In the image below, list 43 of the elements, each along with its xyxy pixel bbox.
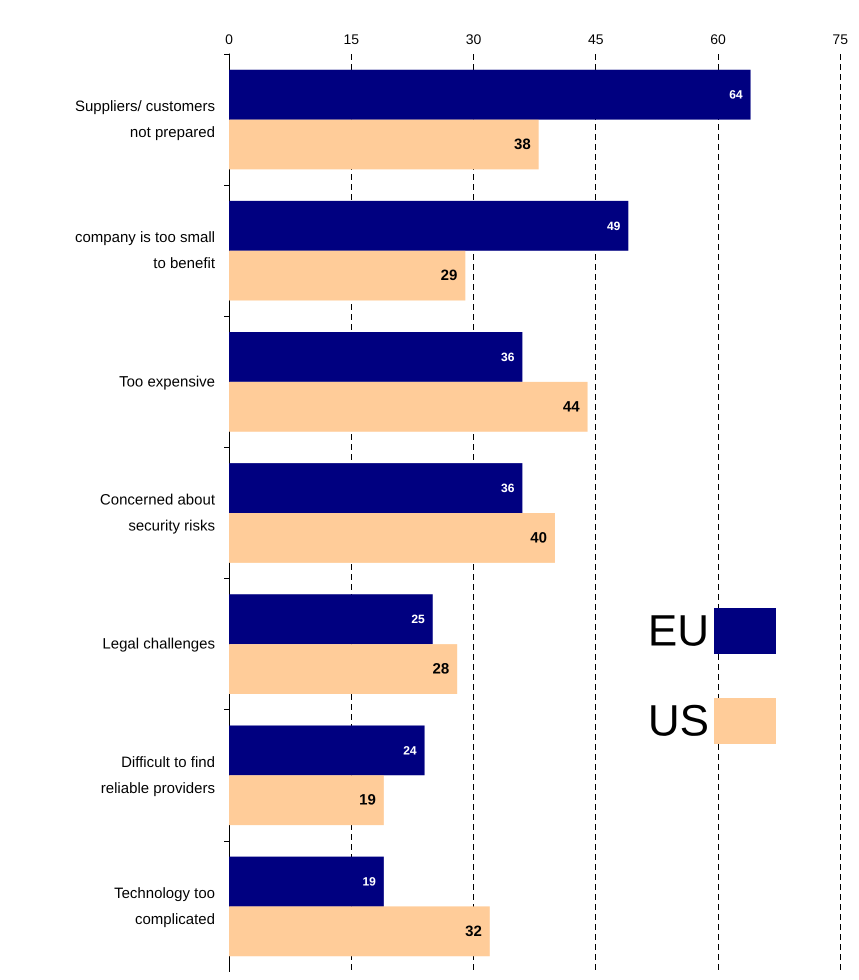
bar [229,725,425,776]
x-tick-label: 0 [225,31,234,47]
data-label: 38 [514,136,531,153]
data-label: 25 [411,612,426,626]
bar [229,332,522,382]
y-tick-label: company is too small to benefit [74,229,216,272]
data-label: 44 [562,398,580,416]
data-label: 36 [501,350,515,364]
legend-label: EU [648,606,709,656]
data-label: 40 [530,529,547,546]
data-label: 19 [359,792,376,809]
x-tick-label: 15 [343,31,360,47]
data-label: 24 [403,743,417,758]
y-tick-label: Suppliers/ customers not prepared [74,98,215,142]
y-tick-label: Too expensive [119,373,215,390]
x-tick-label: 75 [832,31,848,47]
y-tick-label: Concerned about security risks [100,492,216,534]
bar [229,906,490,956]
data-label: 64 [729,88,743,102]
data-label: 29 [440,267,458,284]
bar [229,120,539,170]
y-tick-label: Legal challenges [102,636,215,653]
legend-label: US [648,696,709,746]
data-label: 32 [465,922,482,940]
x-tick-label: 60 [710,31,726,47]
data-label: 19 [362,874,376,889]
y-tick-label: Difficult to find reliable providers [100,754,215,797]
bar [229,250,466,301]
data-label: 49 [606,218,621,233]
bar [229,382,588,432]
bar [229,775,384,826]
x-tick-label: 45 [588,31,604,47]
bar [229,200,628,251]
bar [229,856,384,906]
bar [229,644,458,694]
bar [229,463,522,513]
y-tick-label: Technology too complicated [114,884,215,928]
data-label: 28 [432,660,450,678]
bar [229,70,751,120]
x-tick-label: 30 [466,31,482,47]
bar [229,513,555,563]
bar [229,594,433,644]
data-label: 36 [501,481,515,496]
